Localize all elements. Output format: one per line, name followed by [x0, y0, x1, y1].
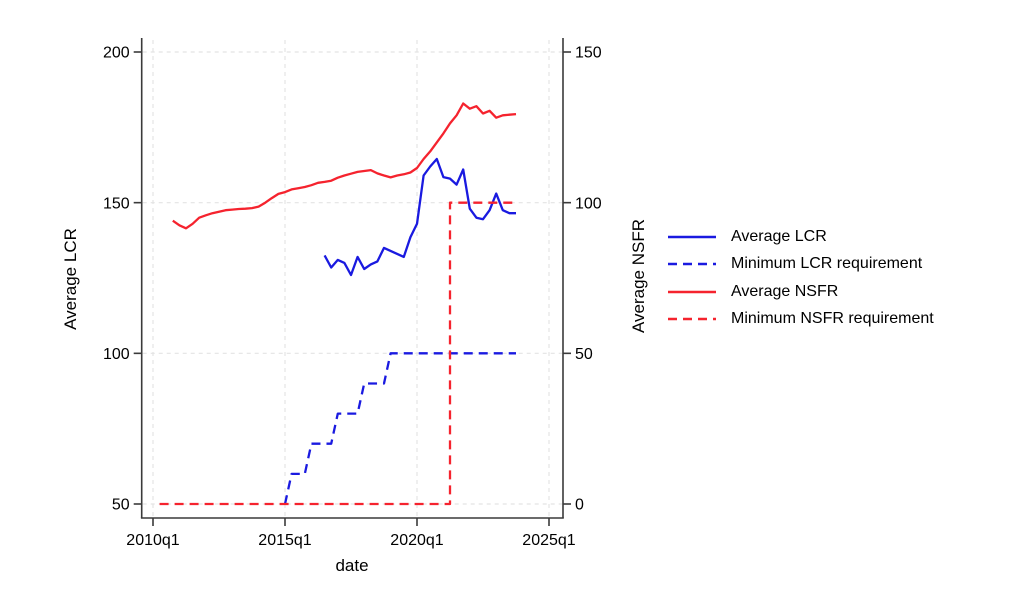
series-line-0 [323, 157, 516, 277]
legend-line-swatch-icon [668, 290, 716, 293]
legend-item-minimum-lcr: Minimum LCR requirement [668, 251, 934, 279]
y-axis-title-right: Average NSFR [629, 218, 648, 334]
y-axis-title-left: Average LCR [61, 228, 80, 330]
legend-dashed-line-swatch-icon [668, 263, 716, 266]
y-tick-label-left: 50 [112, 497, 130, 514]
x-axis-title: date [335, 556, 369, 575]
series-line-3 [159, 201, 516, 506]
series-line-1 [283, 352, 516, 505]
x-tick-label: 2015q1 [258, 532, 311, 549]
legend-item-average-lcr: Average LCR [668, 223, 934, 251]
legend-line-swatch-icon [668, 235, 716, 238]
y-tick-label-right: 100 [575, 195, 602, 212]
legend-dashed-line-swatch-icon [668, 318, 716, 321]
legend-label: Minimum LCR requirement [731, 255, 923, 273]
legend-item-minimum-nsfr: Minimum NSFR requirement [668, 306, 934, 334]
y-tick-label-left: 100 [103, 346, 130, 363]
y-tick-label-left: 200 [103, 45, 130, 62]
legend-item-average-nsfr: Average NSFR [668, 278, 934, 306]
legend-label: Average LCR [731, 227, 827, 245]
x-tick-label: 2020q1 [390, 532, 443, 549]
y-tick-label-right: 150 [575, 45, 602, 62]
legend: Average LCR Minimum LCR requirement Aver… [668, 223, 934, 333]
y-tick-label-right: 0 [575, 497, 584, 514]
x-tick-label: 2010q1 [126, 532, 179, 549]
legend-label: Minimum NSFR requirement [731, 310, 934, 328]
legend-label: Average NSFR [731, 282, 839, 300]
series-line-2 [172, 102, 517, 230]
x-tick-label: 2025q1 [522, 532, 575, 549]
y-tick-label-left: 150 [103, 195, 130, 212]
y-tick-label-right: 50 [575, 346, 593, 363]
